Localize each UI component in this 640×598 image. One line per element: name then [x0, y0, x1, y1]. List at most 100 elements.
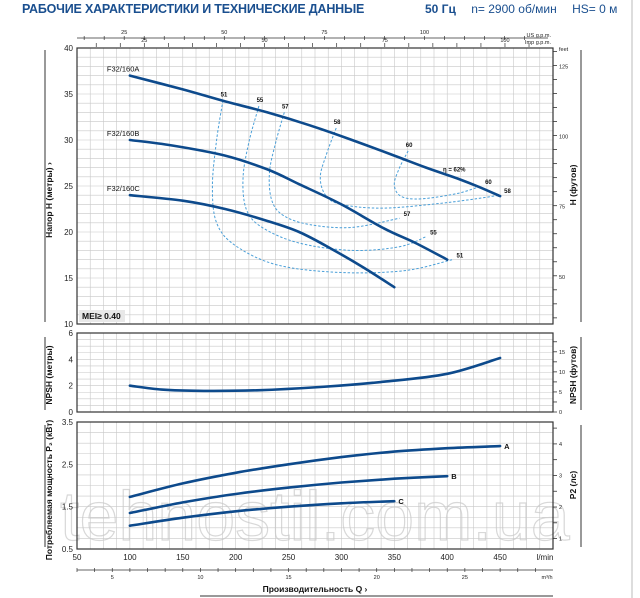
- m3h-tick-label: 5: [111, 575, 114, 581]
- head-ytick-label: 15: [64, 274, 73, 283]
- efficiency-curve-55: [242, 105, 427, 252]
- feet-unit-label: feet: [559, 47, 569, 53]
- power-ytick-label: 1.5: [62, 503, 74, 512]
- us-gpm-tick-label: 25: [121, 30, 127, 36]
- efficiency-label-60: 60: [406, 143, 413, 149]
- power-right-tick-label: 3: [559, 473, 562, 479]
- m3h-tick-label: 20: [374, 575, 380, 581]
- power-right-tick-label: 2: [559, 505, 562, 511]
- power-ytick-label: 2.5: [62, 460, 74, 469]
- head-right-tick-label: 125: [559, 64, 568, 70]
- npsh-y-axis-title: NPSH (метры): [44, 345, 54, 404]
- x-tick-label: 50: [73, 553, 82, 562]
- head-ytick-label: 20: [64, 228, 73, 237]
- mei-badge: MEI≥ 0.40: [82, 311, 121, 321]
- x-axis-title: Производительность Q ›: [263, 584, 368, 594]
- head-right-tick-label: 75: [559, 205, 565, 211]
- npsh-ytick-label: 0: [69, 408, 74, 417]
- npsh-ytick-label: 4: [69, 355, 74, 364]
- head-curve-F32/160A: [128, 74, 502, 198]
- x-tick-label: 350: [388, 553, 402, 562]
- power-curve-label-B: B: [451, 472, 457, 481]
- head-curve-F32/160B: [128, 138, 449, 261]
- head-right-tick-label: 50: [559, 275, 565, 281]
- operating-conditions: 50 Гц n= 2900 об/мин HS= 0 м: [425, 2, 617, 16]
- us-gpm-tick-label: 75: [321, 30, 327, 36]
- x-tick-label: 250: [282, 553, 296, 562]
- us-gpm-tick-label: 100: [420, 30, 429, 36]
- efficiency-label-55: 55: [257, 98, 264, 104]
- efficiency-end-label-60: 60: [485, 180, 492, 186]
- head-ytick-label: 25: [64, 182, 73, 191]
- power-curve-label-C: C: [398, 497, 404, 506]
- head-ytick-label: 35: [64, 90, 73, 99]
- power-curve-A: [128, 444, 502, 499]
- head-grid: [76, 47, 554, 325]
- head-curve-label: F32/160A: [107, 65, 140, 74]
- npsh-right-axis-title: NPSH (футов): [568, 346, 578, 404]
- imp-gpm-tick-label: 100: [500, 38, 509, 44]
- efficiency-curve-60: [393, 150, 482, 200]
- x-tick-label: 200: [229, 553, 243, 562]
- power-y-axis-title: Потребляемая мощность P₂ (кВт): [44, 420, 54, 561]
- npsh-grid: [76, 332, 554, 413]
- head-frame: [76, 47, 554, 325]
- efficiency-end-label-58: 58: [504, 189, 511, 195]
- head-y-axis-title: Напор H (метры) ›: [44, 162, 54, 238]
- m3h-tick-label: 15: [285, 575, 291, 581]
- x-tick-label: 400: [441, 553, 455, 562]
- npsh-right-tick-label: 0: [559, 410, 562, 416]
- head-right-tick-label: 100: [559, 135, 568, 141]
- speed-label: n= 2900 об/мин: [471, 2, 557, 16]
- npsh-frame: [76, 332, 554, 413]
- power-ytick-label: 0.5: [62, 545, 74, 554]
- npsh-right-tick-label: 10: [559, 370, 565, 376]
- efficiency-curve-51: [211, 100, 453, 274]
- us-gpm-unit-label: US g.p.m.: [527, 33, 552, 39]
- frequency-label: 50 Гц: [425, 2, 456, 16]
- head-ytick-label: 10: [64, 320, 73, 329]
- efficiency-label-58: 58: [334, 120, 341, 126]
- imp-gpm-tick-label: 75: [382, 38, 388, 44]
- m3h-tick-label: 10: [197, 575, 203, 581]
- m3h-unit-label: m³/h: [542, 575, 553, 581]
- head-ytick-label: 40: [64, 44, 73, 53]
- power-ytick-label: 3.5: [62, 418, 74, 427]
- imp-gpm-tick-label: 25: [141, 38, 147, 44]
- power-frame: [76, 421, 554, 550]
- efficiency-end-label-57: 57: [404, 212, 411, 218]
- power-curve-label-A: A: [504, 442, 510, 451]
- efficiency-end-label-51: 51: [457, 254, 464, 260]
- power-curve-C: [128, 499, 396, 527]
- imp-gpm-unit-label: Imp g.p.m.: [525, 40, 551, 46]
- npsh-right-tick-label: 15: [559, 350, 565, 356]
- x-tick-label: 450: [493, 553, 507, 562]
- power-curve-B: [128, 474, 449, 515]
- head-curve-F32/160C: [128, 193, 396, 289]
- mei-badge-bg: [79, 310, 125, 322]
- power-right-tick-label: 4: [559, 442, 562, 448]
- efficiency-max-label: η = 62%: [443, 168, 466, 174]
- power-right-tick-label: 1: [559, 537, 562, 543]
- efficiency-curve-57: [268, 112, 400, 229]
- efficiency-end-label-55: 55: [430, 231, 437, 237]
- imp-gpm-tick-label: 50: [261, 38, 267, 44]
- npsh-ytick-label: 2: [69, 382, 74, 391]
- power-right-axis-title: P2 (лс): [568, 471, 578, 500]
- head-curve-label: F32/160C: [107, 184, 141, 193]
- npsh-ytick-label: 6: [69, 329, 74, 338]
- x-tick-label: 150: [176, 553, 190, 562]
- efficiency-label-57: 57: [282, 104, 289, 110]
- x-unit-label: l/min: [537, 553, 554, 562]
- us-gpm-tick-label: 50: [221, 30, 227, 36]
- efficiency-label-51: 51: [221, 92, 228, 98]
- efficiency-curve-58: [319, 127, 501, 209]
- page-title: РАБОЧИЕ ХАРАКТЕРИСТИКИ И ТЕХНИЧЕСКИЕ ДАН…: [22, 2, 365, 16]
- npsh-curve: [128, 356, 502, 393]
- head-ytick-label: 30: [64, 136, 73, 145]
- head-curve-label: F32/160B: [107, 129, 140, 138]
- m3h-tick-label: 25: [462, 575, 468, 581]
- x-tick-label: 300: [335, 553, 349, 562]
- npsh-right-tick-label: 5: [559, 390, 562, 396]
